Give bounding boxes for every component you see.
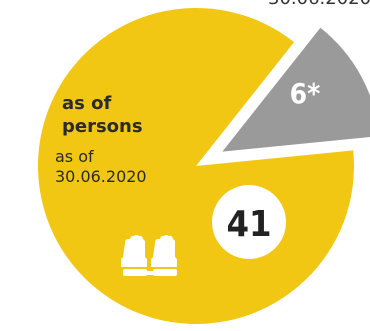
pie-title-line1: as of	[62, 93, 112, 114]
pie-slice-exploded	[222, 27, 370, 152]
slice-label-main: 41	[226, 204, 271, 245]
pie-title: as of persons	[62, 92, 143, 138]
value-circle	[212, 185, 286, 259]
pie-subtitle: as of 30.06.2020	[55, 147, 147, 187]
handcuffed-hands-icon	[121, 235, 177, 276]
header-date: 30.06.2020	[268, 0, 370, 9]
pie-subtitle-line1: as of	[55, 147, 94, 166]
pie-subtitle-line2: 30.06.2020	[55, 167, 147, 186]
pie-title-line2: persons	[62, 116, 143, 137]
slice-label-small: 6*	[290, 77, 321, 110]
